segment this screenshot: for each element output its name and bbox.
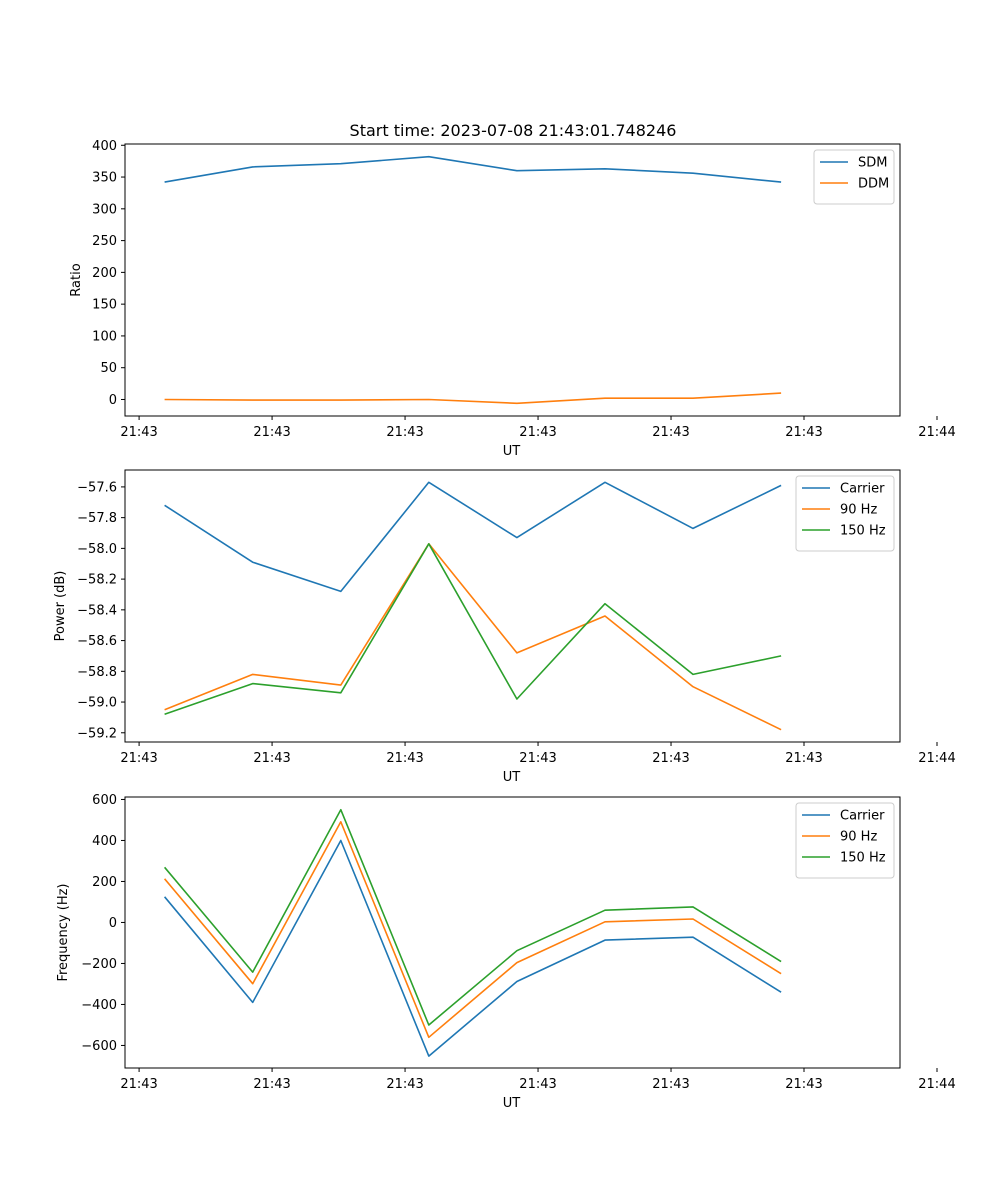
- y-tick-label: −600: [81, 1039, 117, 1054]
- y-tick-label: −200: [81, 957, 117, 972]
- ratio-panel: 21:43 21:43 21:43 21:43 21:43 21:43 21:44 0 50 10…: [69, 139, 956, 459]
- x-tick-label: 21:43: [652, 425, 689, 440]
- legend-label: 90 Hz: [840, 503, 877, 518]
- y-tick-label: 350: [92, 171, 117, 186]
- series-line-90-hz: [163, 820, 782, 1039]
- y-tick-label: 250: [92, 234, 117, 249]
- x-tick-label: 21:43: [253, 751, 290, 766]
- x-tick-label: 21:43: [386, 425, 423, 440]
- figure-title: Start time: 2023-07-08 21:43:01.748246: [350, 121, 677, 140]
- legend-box: [813, 149, 895, 205]
- y-tick-label: 0: [109, 916, 117, 931]
- series-line-sdm: [164, 155, 782, 183]
- y-tick-label: 400: [92, 139, 117, 154]
- x-tick-label: 21:43: [519, 425, 556, 440]
- plot-frame: [124, 796, 901, 1069]
- y-tick-label: −58.2: [77, 573, 117, 588]
- legend: Carrier 90 Hz 150 Hz: [795, 475, 895, 552]
- y-tick-label: −57.8: [77, 511, 117, 526]
- y-tick-label: −400: [81, 998, 117, 1013]
- series-line-90-hz: [164, 542, 782, 731]
- x-tick-label: 21:43: [120, 425, 157, 440]
- x-tick-label: 21:43: [652, 1077, 689, 1092]
- y-tick-label: 600: [92, 793, 117, 808]
- x-tick-label: 21:44: [918, 751, 955, 766]
- series-line-150-hz: [164, 542, 782, 716]
- x-tick-label: 21:43: [519, 1077, 556, 1092]
- x-tick-label: 21:43: [652, 751, 689, 766]
- x-tick-label: 21:43: [253, 425, 290, 440]
- x-tick-label: 21:43: [253, 1077, 290, 1092]
- x-axis-label: UT: [503, 444, 521, 459]
- x-tick-label: 21:43: [785, 425, 822, 440]
- legend-label: 150 Hz: [840, 524, 886, 539]
- x-tick-label: 21:43: [120, 1077, 157, 1092]
- y-tick-label: −59.2: [77, 726, 117, 741]
- y-tick-label: −59.0: [77, 696, 117, 711]
- legend-box: [795, 802, 895, 879]
- x-axis-label: UT: [503, 770, 521, 785]
- y-tick-label: −58.8: [77, 665, 117, 680]
- x-tick-label: 21:43: [519, 751, 556, 766]
- x-tick-label: 21:44: [918, 1077, 955, 1092]
- y-tick-label: 400: [92, 834, 117, 849]
- y-tick-label: −58.4: [77, 603, 117, 618]
- x-axis-label: UT: [503, 1096, 521, 1111]
- plot-frame: [124, 143, 901, 417]
- y-tick-label: −58.0: [77, 542, 117, 557]
- y-tick-label: 300: [92, 202, 117, 217]
- series-line-150-hz: [163, 808, 782, 1026]
- x-tick-label: 21:43: [785, 751, 822, 766]
- frequency-panel: 21:43 21:43 21:43 21:43 21:43 21:43 21:44 −600 −…: [56, 793, 956, 1111]
- legend-box: [795, 475, 895, 552]
- x-tick-label: 21:44: [918, 425, 955, 440]
- legend-label: Carrier: [840, 482, 885, 497]
- legend: Carrier 90 Hz 150 Hz: [795, 802, 895, 879]
- legend: SDM DDM: [813, 149, 895, 205]
- y-tick-label: −57.6: [77, 480, 117, 495]
- plot-frame: [124, 469, 901, 743]
- y-axis-label: Frequency (Hz): [56, 883, 71, 981]
- y-tick-label: 200: [92, 875, 117, 890]
- series-line-carrier: [163, 839, 782, 1057]
- y-axis-label: Ratio: [69, 263, 84, 296]
- y-tick-label: −58.6: [77, 634, 117, 649]
- legend-label: 90 Hz: [840, 830, 877, 845]
- y-tick-label: 150: [92, 298, 117, 313]
- y-tick-label: 100: [92, 329, 117, 344]
- y-axis-label: Power (dB): [53, 571, 68, 642]
- y-tick-label: 200: [92, 266, 117, 281]
- series-line-carrier: [164, 481, 782, 593]
- legend-label: 150 Hz: [840, 851, 886, 866]
- series-line-ddm: [164, 392, 782, 405]
- y-tick-label: 50: [100, 361, 117, 376]
- x-tick-label: 21:43: [785, 1077, 822, 1092]
- power-panel: 21:43 21:43 21:43 21:43 21:43 21:43 21:44 −59.2…: [53, 469, 956, 785]
- x-tick-label: 21:43: [386, 1077, 423, 1092]
- y-tick-label: 0: [109, 393, 117, 408]
- legend-label: DDM: [858, 177, 889, 192]
- legend-label: SDM: [858, 156, 887, 171]
- x-tick-label: 21:43: [386, 751, 423, 766]
- x-tick-label: 21:43: [120, 751, 157, 766]
- legend-label: Carrier: [840, 809, 885, 824]
